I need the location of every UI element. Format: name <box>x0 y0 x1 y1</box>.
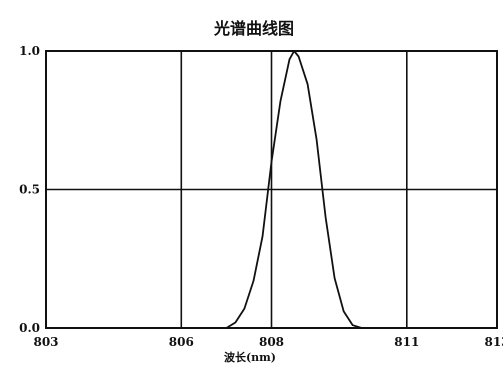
y-tick-label: 0.0 <box>19 321 40 335</box>
plot-frame <box>45 50 498 329</box>
chart-title: 光谱曲线图 <box>213 19 294 38</box>
y-tick-label: 0.5 <box>19 183 40 197</box>
y-tick-label: 1.0 <box>19 44 40 58</box>
x-tick-labels: 803 806 808 811 813 <box>33 335 503 349</box>
series-group <box>225 50 362 329</box>
y-tick-labels: 0.0 0.5 1.0 <box>19 44 40 335</box>
x-tick-label: 811 <box>394 335 419 349</box>
gridlines <box>46 51 497 328</box>
x-tick-label: 813 <box>484 335 503 349</box>
x-tick-label: 808 <box>259 335 284 349</box>
x-tick-label: 806 <box>169 335 194 349</box>
x-tick-label: 803 <box>33 335 58 349</box>
series-line <box>225 50 362 329</box>
x-axis-label: 波长(nm) <box>224 350 276 364</box>
